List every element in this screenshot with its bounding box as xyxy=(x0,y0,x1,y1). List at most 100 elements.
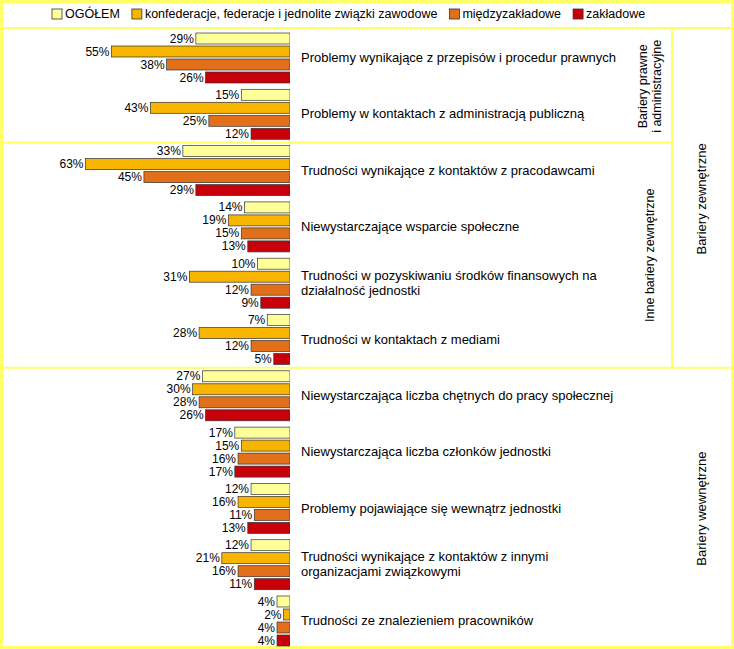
separator xyxy=(0,142,672,144)
data-label: 27% xyxy=(176,369,200,383)
bar xyxy=(277,622,290,633)
bar xyxy=(189,271,290,282)
category-label: Trudności ze znalezieniem pracowników xyxy=(301,613,534,628)
group-label: Bariery zewnętrzne xyxy=(694,143,709,254)
data-label: 30% xyxy=(167,382,191,396)
bar xyxy=(241,440,290,451)
data-label: 9% xyxy=(241,296,259,310)
data-label: 33% xyxy=(157,144,181,158)
legend-swatch xyxy=(573,9,583,19)
data-label: 16% xyxy=(212,452,236,466)
data-label: 38% xyxy=(141,58,165,72)
data-label: 4% xyxy=(258,634,276,648)
bar xyxy=(258,258,290,269)
bar xyxy=(251,540,290,551)
data-label: 14% xyxy=(219,200,243,214)
category-label: Trudności wynikające z kontaktów z innym… xyxy=(301,549,548,579)
data-label: 13% xyxy=(222,239,246,253)
data-label: 12% xyxy=(225,538,249,552)
data-label: 13% xyxy=(222,521,246,535)
data-label: 16% xyxy=(212,495,236,509)
bar xyxy=(277,635,290,646)
bars xyxy=(85,33,290,646)
data-label: 17% xyxy=(209,465,233,479)
legend-label: OGÓŁEM xyxy=(65,6,120,21)
category-label: Problemy pojawiające się wewnątrz jednos… xyxy=(301,501,561,516)
category-label: Trudności wynikające z kontaktów z praco… xyxy=(301,163,595,178)
data-label: 17% xyxy=(209,426,233,440)
subgroup-label: Inne bariery zewnętrzne xyxy=(643,188,657,321)
data-label: 31% xyxy=(163,270,187,284)
data-label: 19% xyxy=(202,213,226,227)
labels: 29% 55% 38% 26% Problemy wynikające z przepi… xyxy=(59,32,709,648)
data-label: 4% xyxy=(258,621,276,635)
bar xyxy=(199,397,290,408)
bar xyxy=(245,202,290,213)
data-label: 2% xyxy=(264,608,282,622)
bar xyxy=(111,46,290,57)
bar xyxy=(248,241,290,252)
data-label: 25% xyxy=(183,114,207,128)
data-label: 12% xyxy=(225,283,249,297)
bar xyxy=(235,466,290,477)
bar xyxy=(241,89,290,100)
bar xyxy=(235,427,290,438)
data-label: 55% xyxy=(85,45,109,59)
bar xyxy=(150,102,290,113)
frame xyxy=(2,2,733,648)
bar xyxy=(274,354,290,365)
category-label: Trudności w kontaktach z mediami xyxy=(301,332,500,347)
bar xyxy=(251,341,290,352)
bar xyxy=(261,297,290,308)
bar xyxy=(85,159,290,170)
separator xyxy=(0,367,734,369)
bar xyxy=(251,284,290,295)
bar xyxy=(238,566,290,577)
data-label: 21% xyxy=(196,551,220,565)
data-label: 28% xyxy=(173,395,197,409)
category-label: Niewystarczająca liczba chętnych do prac… xyxy=(301,388,613,403)
data-label: 26% xyxy=(180,408,204,422)
data-label: 5% xyxy=(254,352,272,366)
data-label: 26% xyxy=(180,71,204,85)
bar xyxy=(199,328,290,339)
data-label: 11% xyxy=(229,508,252,522)
bar xyxy=(206,410,290,421)
data-label: 63% xyxy=(59,157,83,171)
data-label: 28% xyxy=(173,326,197,340)
bar xyxy=(167,59,290,70)
data-label: 15% xyxy=(215,88,239,102)
bar xyxy=(183,146,290,157)
legend-label: międzyzakładowe xyxy=(462,7,561,21)
bar xyxy=(238,453,290,464)
legend-label: zakładowe xyxy=(586,7,645,21)
data-label: 12% xyxy=(225,482,249,496)
bar xyxy=(241,228,290,239)
bar xyxy=(267,315,290,326)
data-label: 12% xyxy=(225,339,249,353)
bar xyxy=(144,172,290,183)
bar xyxy=(222,553,290,564)
data-label: 16% xyxy=(212,564,236,578)
category-label: Problemy w kontaktach z administracją pu… xyxy=(301,106,585,121)
category-label: Problemy wynikające z przepisów i proced… xyxy=(301,50,616,65)
bar xyxy=(248,522,290,533)
group-label: Bariery wewnętrzne xyxy=(694,451,709,565)
bar xyxy=(196,185,290,196)
bar xyxy=(254,579,290,590)
category-label: Niewystarczająca liczba członków jednost… xyxy=(301,444,551,459)
bar xyxy=(254,509,290,520)
legend-swatch xyxy=(132,9,142,19)
bar xyxy=(284,609,290,620)
category-label: Niewystarczające wsparcie społeczne xyxy=(301,219,519,234)
separator xyxy=(0,27,734,29)
legend-swatch xyxy=(52,9,62,19)
data-label: 29% xyxy=(170,32,194,46)
bar xyxy=(193,384,290,395)
data-label: 29% xyxy=(170,183,194,197)
bar xyxy=(196,33,290,44)
bar xyxy=(228,215,290,226)
category-label: Trudności w pozyskiwaniu środków finanso… xyxy=(301,268,598,298)
bar xyxy=(206,72,290,83)
data-label: 15% xyxy=(215,439,239,453)
